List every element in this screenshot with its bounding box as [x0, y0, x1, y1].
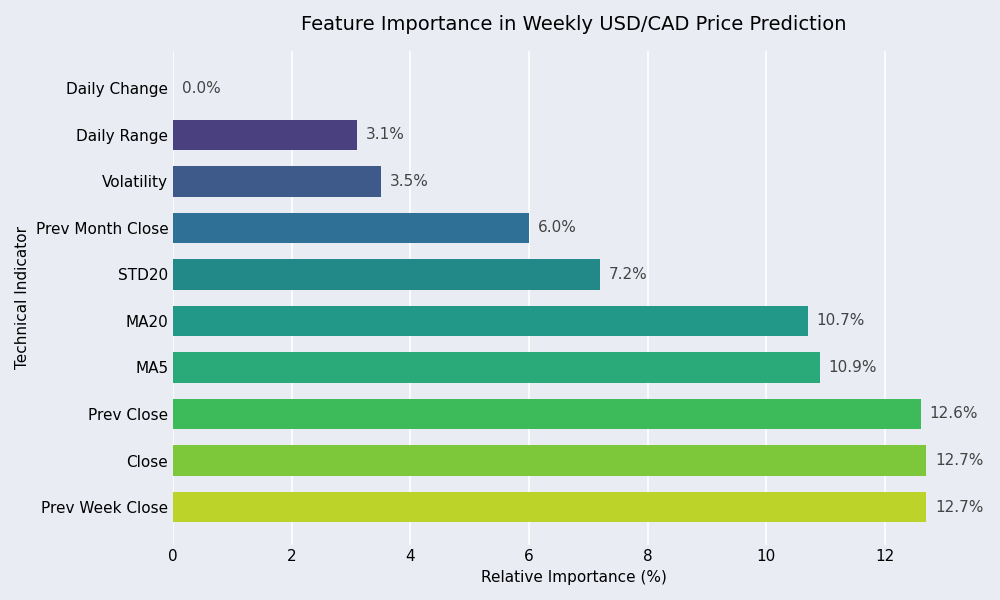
Bar: [173, 259, 600, 290]
Bar: [173, 492, 926, 522]
Bar: [173, 445, 926, 476]
Bar: [173, 120, 357, 150]
Text: 12.6%: 12.6%: [929, 406, 978, 421]
Title: Feature Importance in Weekly USD/CAD Price Prediction: Feature Importance in Weekly USD/CAD Pri…: [301, 15, 846, 34]
Text: 7.2%: 7.2%: [609, 267, 648, 282]
Text: 3.5%: 3.5%: [390, 174, 429, 189]
Text: 6.0%: 6.0%: [538, 220, 577, 235]
Bar: [173, 166, 381, 197]
Y-axis label: Technical Indicator: Technical Indicator: [15, 226, 30, 369]
Text: 0.0%: 0.0%: [182, 81, 221, 96]
Bar: [173, 399, 921, 429]
X-axis label: Relative Importance (%): Relative Importance (%): [481, 570, 666, 585]
Text: 10.7%: 10.7%: [817, 313, 865, 328]
Text: 12.7%: 12.7%: [935, 453, 984, 468]
Text: 12.7%: 12.7%: [935, 500, 984, 515]
Bar: [173, 213, 529, 243]
Text: 3.1%: 3.1%: [366, 127, 405, 142]
Text: 10.9%: 10.9%: [829, 360, 877, 375]
Bar: [173, 352, 820, 383]
Bar: [173, 306, 808, 336]
